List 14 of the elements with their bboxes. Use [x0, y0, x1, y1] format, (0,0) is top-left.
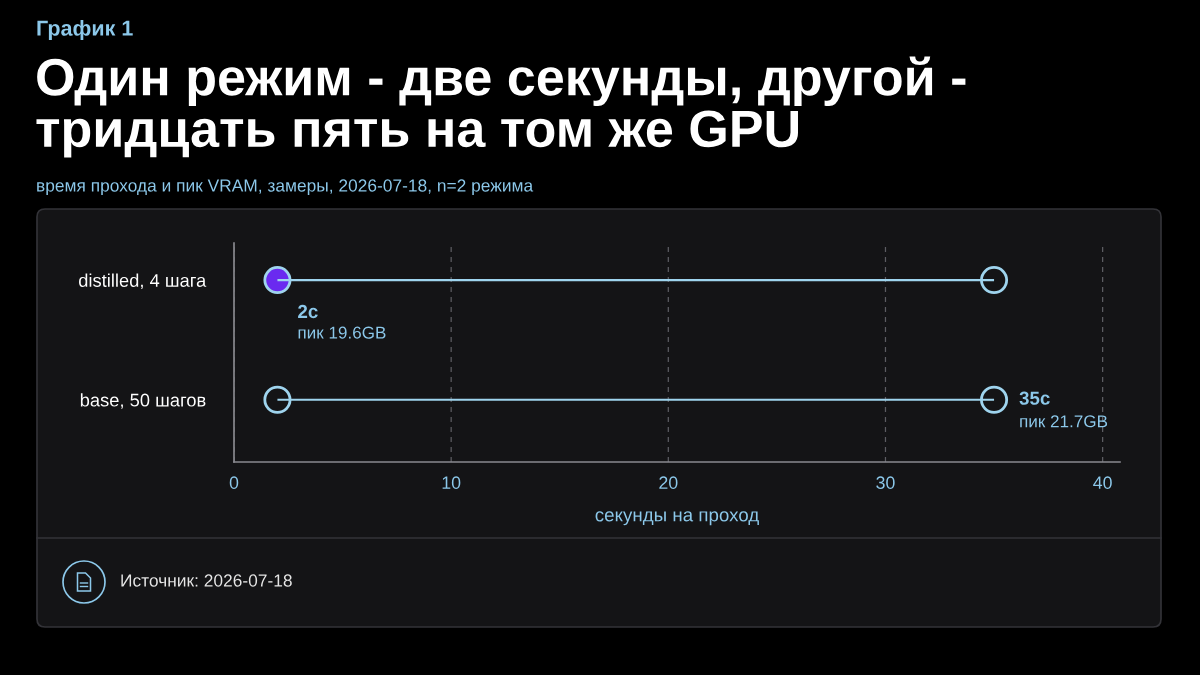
x-tick-label: 0 — [229, 476, 239, 489]
chart-title: Один режим - две секунды, другой - тридцать пять на том же GPU — [36, 56, 966, 158]
x-tick-label: 40 — [1093, 476, 1112, 489]
text: Источник: 2026-07-18 — [121, 574, 292, 587]
x-tick-label: 20 — [659, 476, 678, 489]
text: График 1 — [37, 19, 133, 41]
y-tick-label: distilled, 4 шага — [79, 273, 207, 290]
x-tick-label: 30 — [876, 476, 895, 489]
y-tick-label: base, 50 шагов — [80, 393, 206, 409]
x-tick-label: 10 — [442, 476, 461, 489]
data-label: 35с пик 21.7GB — [1019, 391, 1108, 428]
data-label: 2с пик 19.6GB — [298, 304, 386, 339]
chart-subtitle: время прохода и пик VRAM, замеры, 2026-07-18, n=2 режима — [37, 179, 534, 196]
x-axis-title: секунды на проход — [595, 511, 759, 526]
